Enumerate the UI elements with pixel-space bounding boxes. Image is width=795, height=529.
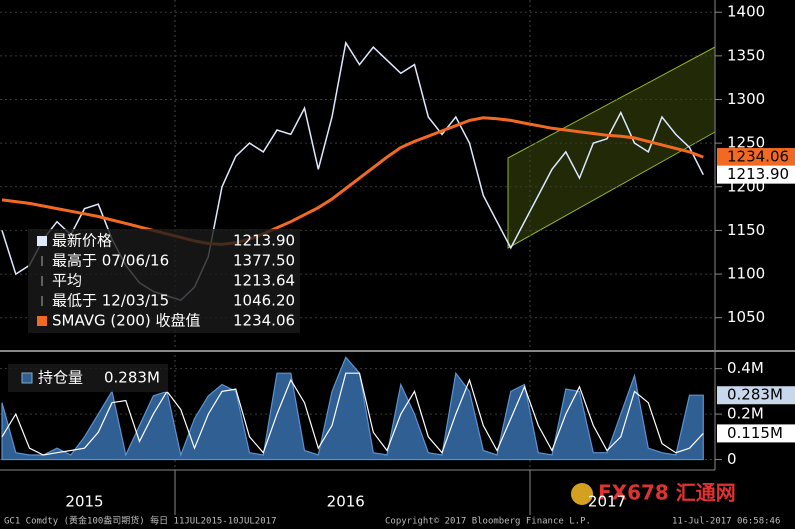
last-value-tag-box — [717, 165, 795, 184]
last-value-tag: 1234.06 — [727, 148, 789, 166]
legend-label: 最新价格 — [52, 232, 112, 250]
y-tick-label: 1050 — [727, 308, 765, 326]
legend-value: 1213.64 — [233, 272, 295, 290]
last-value-tag: 0.115M — [727, 424, 783, 442]
legend-value: 1046.20 — [233, 292, 295, 310]
legend-swatch — [37, 236, 47, 246]
legend-value: 1377.50 — [233, 252, 295, 270]
plot-area — [0, 11, 715, 461]
y-tick-label: 1350 — [727, 46, 765, 64]
x-tick-label: 2016 — [327, 493, 365, 511]
footer-source: GC1 Comdty (黄金100盎司期货) 每日 11JUL2015-10JU… — [4, 515, 276, 527]
legend-box — [8, 364, 168, 392]
y-tick-label: 1100 — [727, 265, 765, 283]
y-tick-label: 1150 — [727, 221, 765, 239]
y-tick-label: 1400 — [727, 3, 765, 21]
last-value-tag-box — [717, 148, 795, 167]
legend-label: 最高于 07/06/16 — [52, 252, 169, 270]
legend-label: 平均 — [52, 272, 82, 290]
x-tick-label: 2015 — [65, 493, 103, 511]
legend-label: 持仓量 — [38, 369, 83, 387]
legend-value: 0.283M — [104, 369, 160, 387]
legend-swatch — [21, 372, 33, 384]
legend-label: SMAVG (200) 收盘值 — [52, 312, 201, 330]
last-value-tag-box — [717, 386, 795, 405]
open-interest-area — [1, 356, 704, 461]
legend-value: 1213.90 — [233, 232, 295, 250]
footer-timestamp: 11-Jul-2017 06:58:46 — [672, 517, 780, 527]
y-tick-label: 0.2M — [727, 405, 764, 423]
last-value-tag: 0.283M — [727, 386, 783, 404]
legend-box — [28, 229, 300, 333]
y-tick-label: 1300 — [727, 90, 765, 108]
last-value-tag-box — [717, 424, 795, 443]
x-tick-label: 2017 — [588, 493, 626, 511]
footer-copyright: Copyright© 2017 Bloomberg Finance L.P. — [385, 517, 591, 527]
y-tick-label: 1250 — [727, 134, 765, 152]
legend-label: 最低于 12/03/15 — [52, 292, 169, 310]
open-interest-line — [1, 372, 704, 456]
moving-average-line — [1, 116, 704, 246]
y-tick-label: 0 — [727, 450, 737, 468]
legend-swatch — [37, 316, 47, 326]
watermark-logo — [571, 483, 593, 505]
y-tick-label: 0.4M — [727, 359, 764, 377]
legend-value: 1234.06 — [233, 312, 295, 330]
watermark: FX678 汇通网 — [598, 481, 736, 505]
last-value-tag: 1213.90 — [727, 165, 789, 183]
